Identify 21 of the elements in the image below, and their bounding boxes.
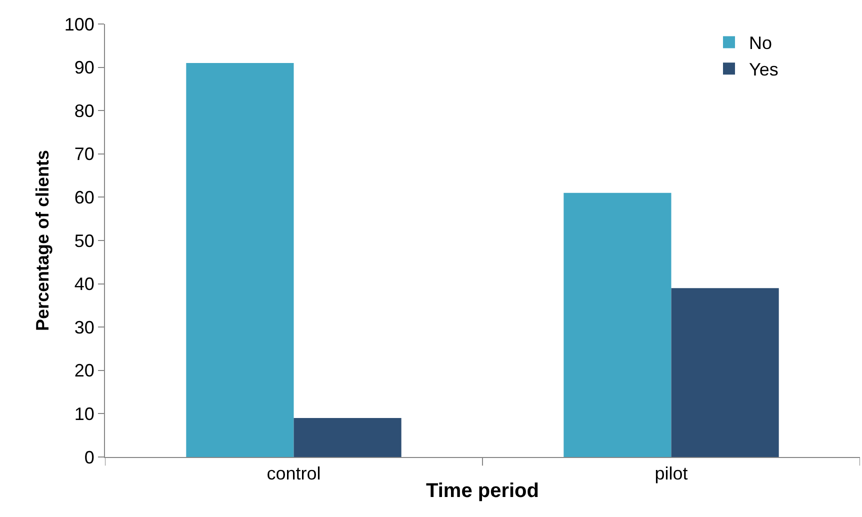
bar <box>294 418 402 457</box>
x-tick-label: pilot <box>654 464 688 484</box>
y-axis-title: Percentage of clients <box>32 150 53 332</box>
y-tick-label: 10 <box>74 404 94 424</box>
y-tick-label: 80 <box>74 100 94 121</box>
legend-label: No <box>749 33 772 54</box>
y-tick-label: 90 <box>74 58 94 78</box>
x-tick-label: control <box>266 464 321 484</box>
legend-label: Yes <box>749 60 778 80</box>
y-tick-label: 50 <box>74 230 94 251</box>
y-tick-label: 40 <box>74 274 94 294</box>
y-tick-label: 70 <box>74 144 94 164</box>
y-tick-label: 30 <box>74 317 94 338</box>
y-tick-label: 20 <box>74 360 94 381</box>
y-tick-label: 100 <box>64 14 94 34</box>
y-tick-label: 0 <box>84 447 94 468</box>
bar <box>564 192 672 457</box>
y-tick-label: 60 <box>74 188 94 208</box>
bar <box>671 288 779 457</box>
x-axis-title: Time period <box>426 480 539 502</box>
bar <box>186 62 294 457</box>
